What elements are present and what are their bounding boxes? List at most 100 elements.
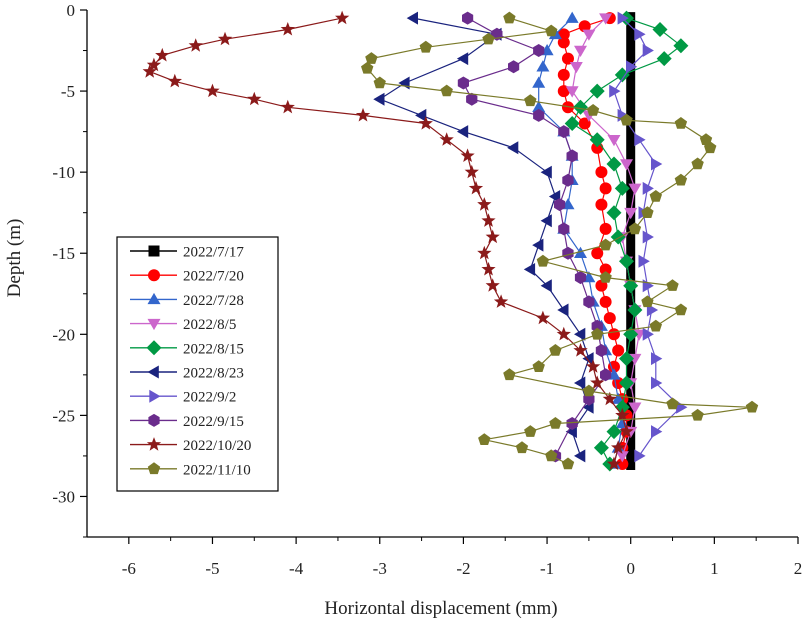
data-point-2022-7-20: [578, 20, 591, 33]
data-point-2022-10-20: [606, 456, 622, 471]
data-point-2022-10-20: [217, 31, 233, 46]
data-point-2022-7-20: [591, 247, 604, 260]
data-point-2022-9-15: [562, 173, 574, 187]
x-axis-title: Horizontal displacement (mm): [324, 598, 557, 619]
data-point-2022-9-2: [642, 230, 654, 244]
data-point-2022-11-10: [674, 117, 688, 129]
data-point-2022-8-5: [582, 29, 596, 41]
data-point-2022-10-20: [485, 278, 500, 292]
data-point-2022-8-5: [628, 402, 642, 414]
data-point-2022-8-15: [593, 440, 609, 456]
legend-marker-2022-8-5: [147, 318, 161, 331]
legend-marker-2022-10-20: [146, 437, 162, 451]
legend-label-2022-9-2: 2022/9/2: [183, 390, 236, 406]
data-point-2022-11-10: [515, 441, 529, 454]
data-point-2022-11-10: [641, 206, 654, 218]
data-point-2022-9-2: [651, 157, 663, 171]
data-point-2022-7-20: [557, 36, 570, 49]
data-point-2022-10-20: [167, 73, 182, 88]
data-point-2022-9-2: [617, 11, 629, 25]
data-point-2022-11-10: [524, 94, 537, 107]
data-point-2022-9-15: [533, 108, 545, 122]
data-point-2022-9-2: [634, 27, 646, 41]
data-point-2022-11-10: [641, 295, 654, 308]
data-point-2022-9-15: [600, 368, 612, 382]
data-point-2022-11-10: [582, 384, 596, 397]
axis-ticks: -6 -5 -4 -3 -2 -1 0 1 20-5-10-15-20-25-30: [52, 1, 802, 578]
data-point-2022-7-20: [599, 263, 612, 276]
series-layer: [142, 10, 759, 472]
data-point-2022-10-20: [355, 107, 371, 122]
data-point-2022-11-10: [691, 408, 704, 421]
legend-label-2022-10-20: 2022/10/20: [183, 438, 251, 454]
data-point-2022-8-5: [599, 13, 613, 25]
data-point-2022-7-20: [561, 52, 574, 65]
data-point-2022-10-20: [485, 229, 500, 244]
data-point-2022-11-10: [691, 157, 704, 170]
data-point-2022-10-20: [460, 148, 475, 162]
data-point-2022-11-10: [674, 173, 688, 186]
data-point-2022-9-2: [651, 352, 663, 366]
data-point-2022-11-10: [561, 457, 575, 470]
x-tick-label: 1: [710, 559, 719, 578]
legend-label-2022-7-17: 2022/7/17: [183, 245, 244, 261]
legend-marker-2022-9-15: [148, 413, 160, 427]
data-point-2022-10-20: [535, 310, 550, 325]
data-point-2022-8-15: [656, 51, 672, 67]
data-point-2022-7-20: [599, 222, 612, 235]
data-point-2022-10-20: [590, 375, 605, 389]
data-point-2022-11-10: [482, 32, 495, 45]
data-point-2022-11-10: [620, 113, 633, 126]
data-point-2022-7-28: [532, 100, 546, 112]
data-point-2022-10-20: [493, 294, 509, 308]
data-point-2022-7-20: [599, 182, 612, 195]
data-point-2022-11-10: [503, 11, 516, 24]
data-point-2022-7-20: [607, 328, 620, 341]
data-point-2022-8-15: [564, 116, 580, 131]
data-point-2022-10-20: [481, 261, 496, 276]
data-point-2022-7-20: [595, 166, 608, 179]
data-point-2022-8-23: [373, 92, 385, 106]
series-2022-9-15: [457, 11, 612, 463]
data-point-2022-10-20: [619, 424, 634, 438]
data-point-2022-8-15: [589, 132, 605, 148]
data-point-2022-10-20: [481, 213, 496, 227]
data-point-2022-10-20: [439, 132, 454, 146]
data-point-2022-8-15: [606, 205, 622, 221]
data-point-2022-7-28: [532, 76, 546, 88]
data-point-2022-8-23: [574, 327, 586, 341]
data-point-2022-10-20: [464, 164, 479, 179]
legend-label-2022-9-15: 2022/9/15: [183, 414, 244, 430]
data-point-2022-11-10: [545, 24, 558, 37]
x-tick-label: 0: [626, 559, 635, 578]
data-point-2022-8-15: [619, 351, 634, 367]
data-point-2022-9-15: [508, 60, 520, 74]
data-point-2022-10-20: [188, 38, 203, 52]
data-point-2022-11-10: [532, 360, 545, 372]
data-point-2022-8-23: [507, 141, 519, 155]
data-point-2022-9-15: [566, 417, 578, 430]
data-point-2022-9-2: [634, 133, 646, 147]
legend-box: [116, 236, 279, 492]
data-point-2022-7-20: [557, 68, 570, 81]
data-point-2022-9-2: [651, 425, 663, 439]
data-point-2022-11-10: [586, 104, 600, 116]
data-point-2022-8-5: [615, 451, 629, 463]
data-point-2022-10-20: [468, 180, 484, 195]
data-point-2022-8-15: [573, 99, 588, 115]
data-point-2022-8-15: [623, 278, 639, 294]
data-point-2022-8-5: [607, 135, 621, 147]
series-line-2022-7-20: [563, 17, 628, 464]
data-point-2022-8-5: [574, 45, 587, 57]
data-point-2022-10-20: [477, 245, 492, 260]
data-point-2022-9-2: [634, 449, 646, 463]
data-point-2022-9-15: [558, 222, 570, 236]
data-point-2022-11-10: [599, 238, 612, 251]
data-point-2022-9-15: [466, 92, 478, 106]
legend-label-2022-8-15: 2022/8/15: [183, 341, 244, 357]
y-tick-label: 0: [67, 1, 76, 20]
data-point-2022-9-2: [651, 376, 663, 390]
legend-label-2022-7-20: 2022/7/20: [183, 269, 244, 285]
data-point-2022-9-2: [642, 327, 654, 341]
y-tick-label: -5: [61, 82, 75, 101]
